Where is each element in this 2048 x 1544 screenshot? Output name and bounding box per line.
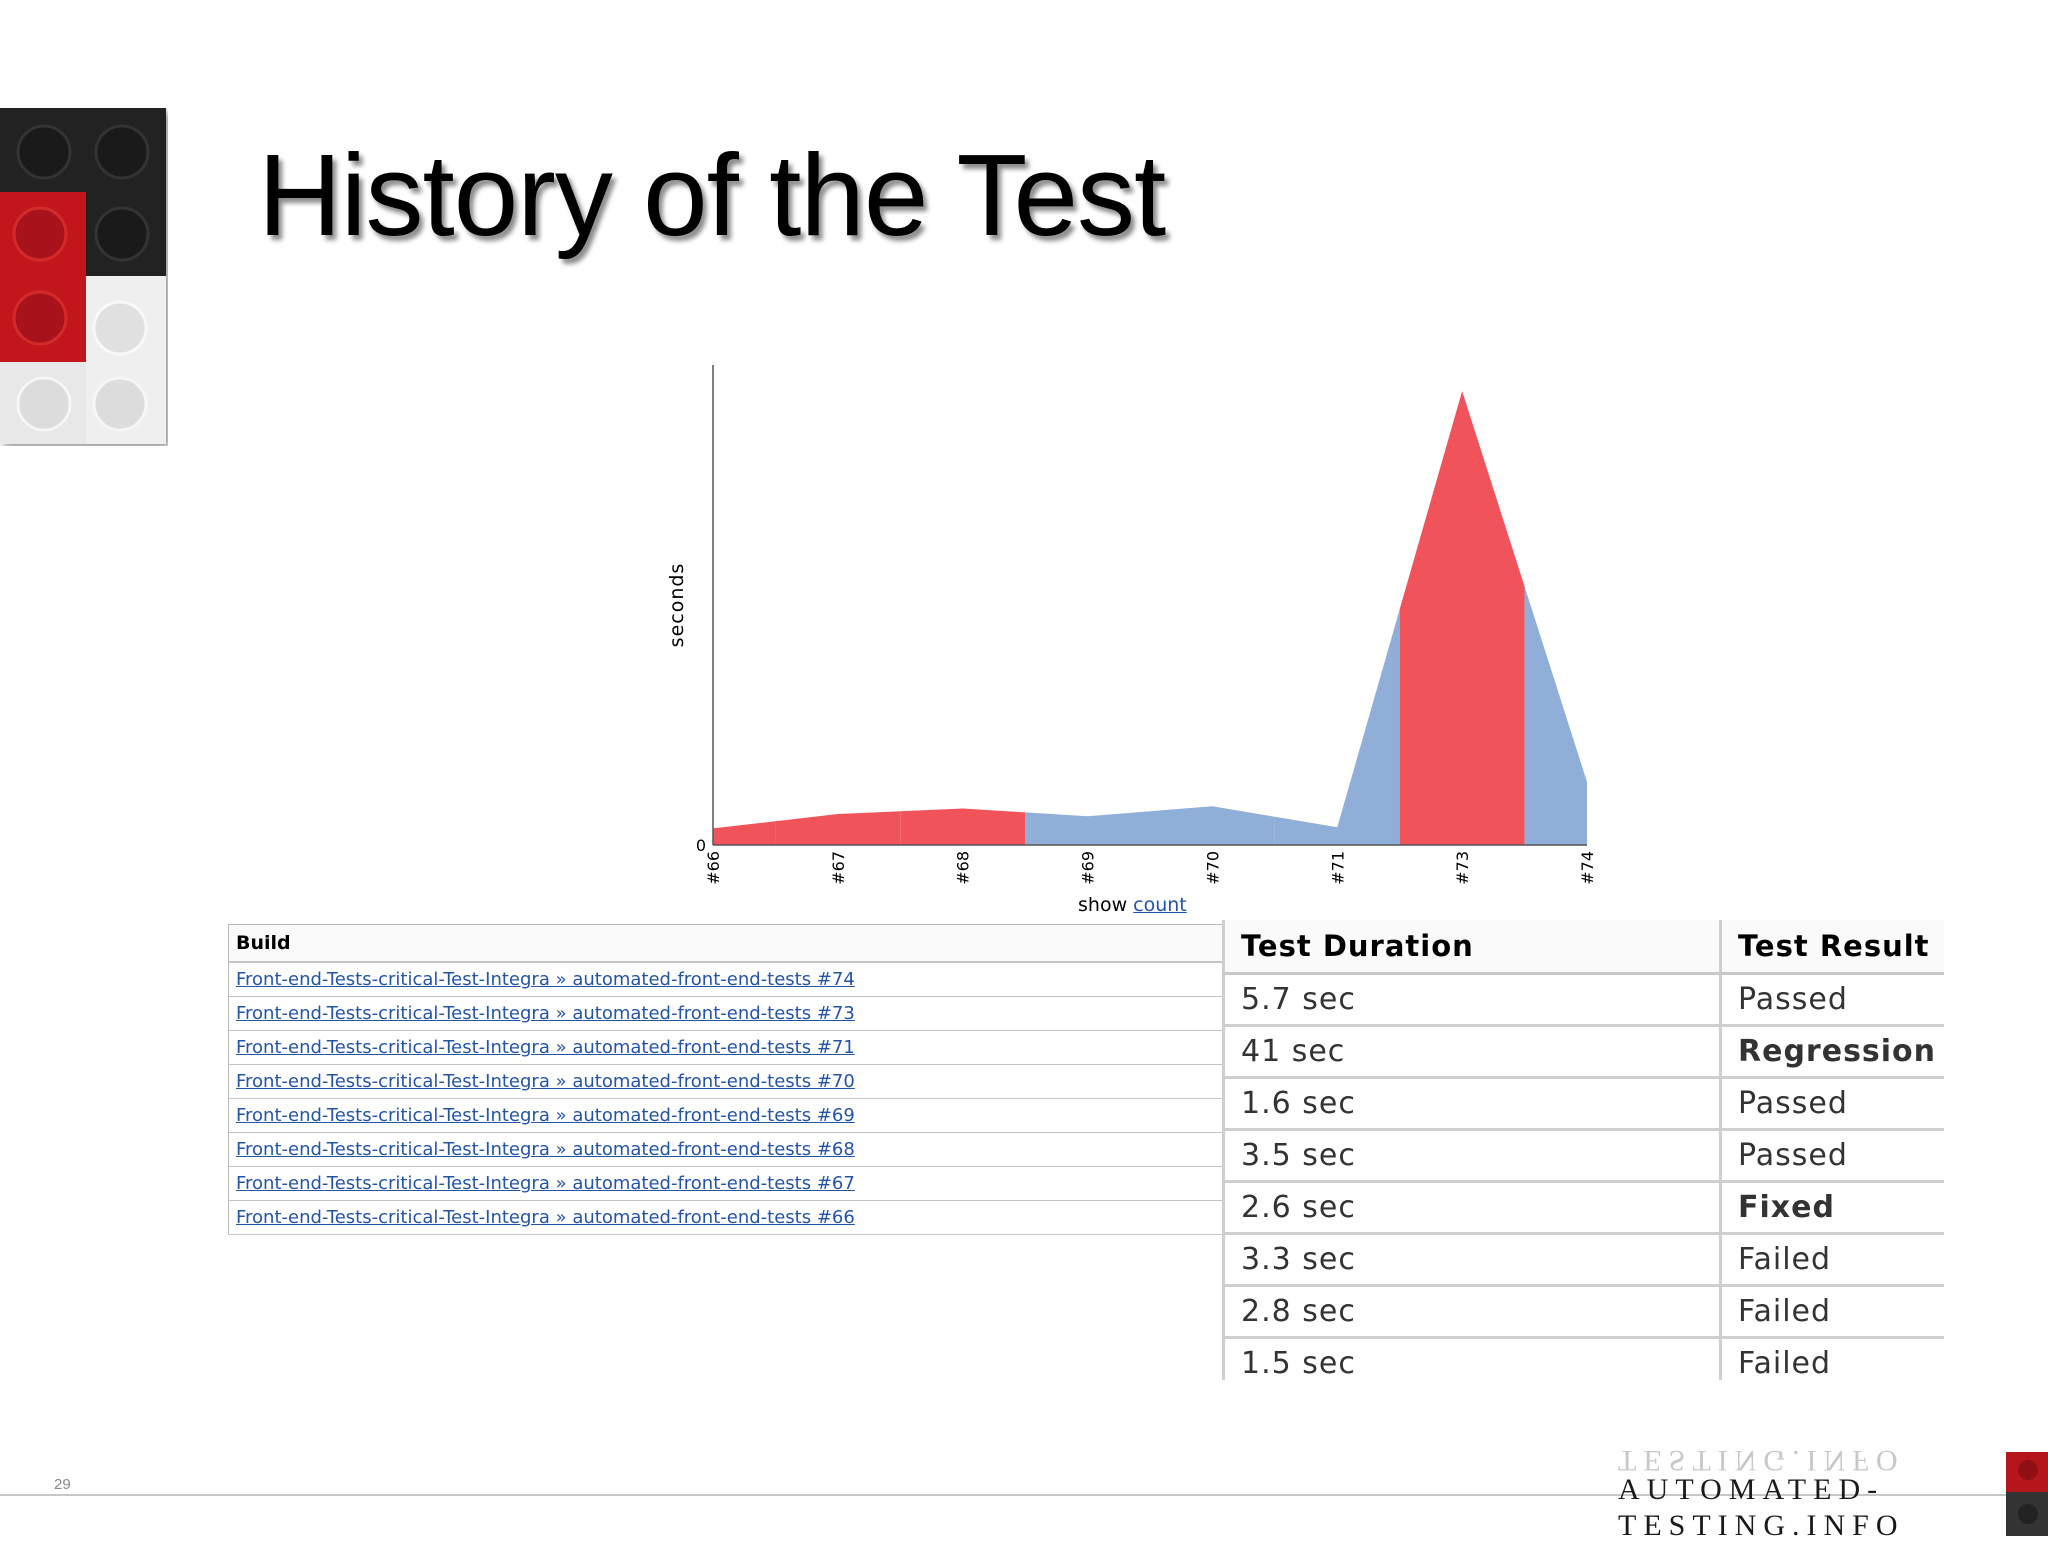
duration-cell: 3.5 sec xyxy=(1222,1129,1722,1183)
show-count-toggle: show count xyxy=(1078,894,1187,916)
duration-cell: 3.3 sec xyxy=(1222,1233,1722,1287)
result-cell: Failed xyxy=(1720,1337,1944,1380)
area-segment-build-73 xyxy=(1399,391,1525,845)
build-link[interactable]: Front-end-Tests-critical-Test-Integra » … xyxy=(236,1105,855,1126)
table-row: Front-end-Tests-critical-Test-Integra » … xyxy=(228,1200,1223,1235)
area-segment-build-67 xyxy=(775,811,901,845)
x-tick-label: #69 xyxy=(1079,851,1098,885)
table-row: Front-end-Tests-critical-Test-Integra » … xyxy=(228,996,1223,1031)
lego-brick-logo xyxy=(0,108,166,444)
brand-line-1: AUTOMATED- xyxy=(1618,1473,1885,1506)
corner-brick-icon xyxy=(2006,1452,2048,1536)
duration-cell: 2.6 sec xyxy=(1222,1181,1722,1235)
y-axis-label: seconds xyxy=(666,563,688,648)
build-link[interactable]: Front-end-Tests-critical-Test-Integra » … xyxy=(236,1071,855,1092)
result-cell: Failed xyxy=(1720,1285,1944,1339)
result-cell: Passed xyxy=(1720,973,1944,1027)
result-cell: Failed xyxy=(1720,1233,1944,1287)
table-row: Front-end-Tests-critical-Test-Integra » … xyxy=(228,1064,1223,1099)
x-tick-label: #74 xyxy=(1578,851,1597,885)
table-row: 3.5 sec Passed xyxy=(1222,1129,1944,1183)
brand-logo-text: TESTING.INFO AUTOMATED- TESTING.INFO xyxy=(1618,1444,1905,1544)
table-row: Front-end-Tests-critical-Test-Integra » … xyxy=(228,1132,1223,1167)
table-row: Front-end-Tests-critical-Test-Integra » … xyxy=(228,1030,1223,1065)
brand-line-2: TESTING.INFO xyxy=(1618,1509,1905,1542)
result-cell: Fixed xyxy=(1720,1181,1944,1235)
x-tick-label: #71 xyxy=(1328,851,1347,885)
area-segment-build-74 xyxy=(1524,586,1587,845)
duration-cell: 41 sec xyxy=(1222,1025,1722,1079)
x-tick-label: #67 xyxy=(829,851,848,885)
duration-cell: 1.5 sec xyxy=(1222,1337,1722,1380)
result-cell: Passed xyxy=(1720,1129,1944,1183)
count-link[interactable]: count xyxy=(1133,894,1187,916)
result-cell: Passed xyxy=(1720,1077,1944,1131)
table-row: 2.8 sec Failed xyxy=(1222,1285,1944,1339)
test-duration-history-chart: 0 seconds #66 #67 #68 #69 #70 #71 #73 #74 xyxy=(666,365,1597,885)
footer-divider xyxy=(0,1494,2048,1496)
y-tick-label: 0 xyxy=(696,836,706,855)
slide-number: 29 xyxy=(54,1476,71,1493)
area-segment-build-71 xyxy=(1274,609,1400,845)
result-column-header: Test Result xyxy=(1720,920,1944,975)
area-segment-build-70 xyxy=(1150,806,1275,845)
x-tick-label: #70 xyxy=(1203,851,1222,885)
table-row: Front-end-Tests-critical-Test-Integra » … xyxy=(228,1098,1223,1133)
duration-cell: 5.7 sec xyxy=(1222,973,1722,1027)
slide-title: History of the Test xyxy=(258,130,1166,260)
build-table: Build Front-end-Tests-critical-Test-Inte… xyxy=(228,924,1223,1235)
result-table: Test Duration Test Result 5.7 sec Passed… xyxy=(1222,920,1944,1380)
table-row: Front-end-Tests-critical-Test-Integra » … xyxy=(228,962,1223,997)
duration-cell: 1.6 sec xyxy=(1222,1077,1722,1131)
table-row: 5.7 sec Passed xyxy=(1222,973,1944,1027)
x-tick-label: #73 xyxy=(1453,851,1472,885)
table-row: 1.6 sec Passed xyxy=(1222,1077,1944,1131)
x-tick-label: #66 xyxy=(704,851,723,885)
duration-column-header: Test Duration xyxy=(1222,920,1722,975)
brand-reflection: TESTING.INFO xyxy=(1618,1444,1905,1477)
x-tick-label: #68 xyxy=(954,851,973,885)
build-column-header: Build xyxy=(228,924,1223,963)
table-row: Front-end-Tests-critical-Test-Integra » … xyxy=(228,1166,1223,1201)
show-label: show xyxy=(1078,894,1128,916)
result-cell: Regression xyxy=(1720,1025,1944,1079)
build-link[interactable]: Front-end-Tests-critical-Test-Integra » … xyxy=(236,1037,855,1058)
table-row: 1.5 sec Failed xyxy=(1222,1337,1944,1380)
table-row: 3.3 sec Failed xyxy=(1222,1233,1944,1287)
build-link[interactable]: Front-end-Tests-critical-Test-Integra » … xyxy=(236,1173,855,1194)
area-segment-build-68 xyxy=(900,808,1026,845)
duration-cell: 2.8 sec xyxy=(1222,1285,1722,1339)
area-segment-build-69 xyxy=(1025,811,1150,845)
area-segment-build-66 xyxy=(713,821,776,845)
build-link[interactable]: Front-end-Tests-critical-Test-Integra » … xyxy=(236,969,855,990)
build-link[interactable]: Front-end-Tests-critical-Test-Integra » … xyxy=(236,1003,855,1024)
build-link[interactable]: Front-end-Tests-critical-Test-Integra » … xyxy=(236,1207,855,1228)
build-link[interactable]: Front-end-Tests-critical-Test-Integra » … xyxy=(236,1139,855,1160)
table-row: 2.6 sec Fixed xyxy=(1222,1181,1944,1235)
table-row: 41 sec Regression xyxy=(1222,1025,1944,1079)
